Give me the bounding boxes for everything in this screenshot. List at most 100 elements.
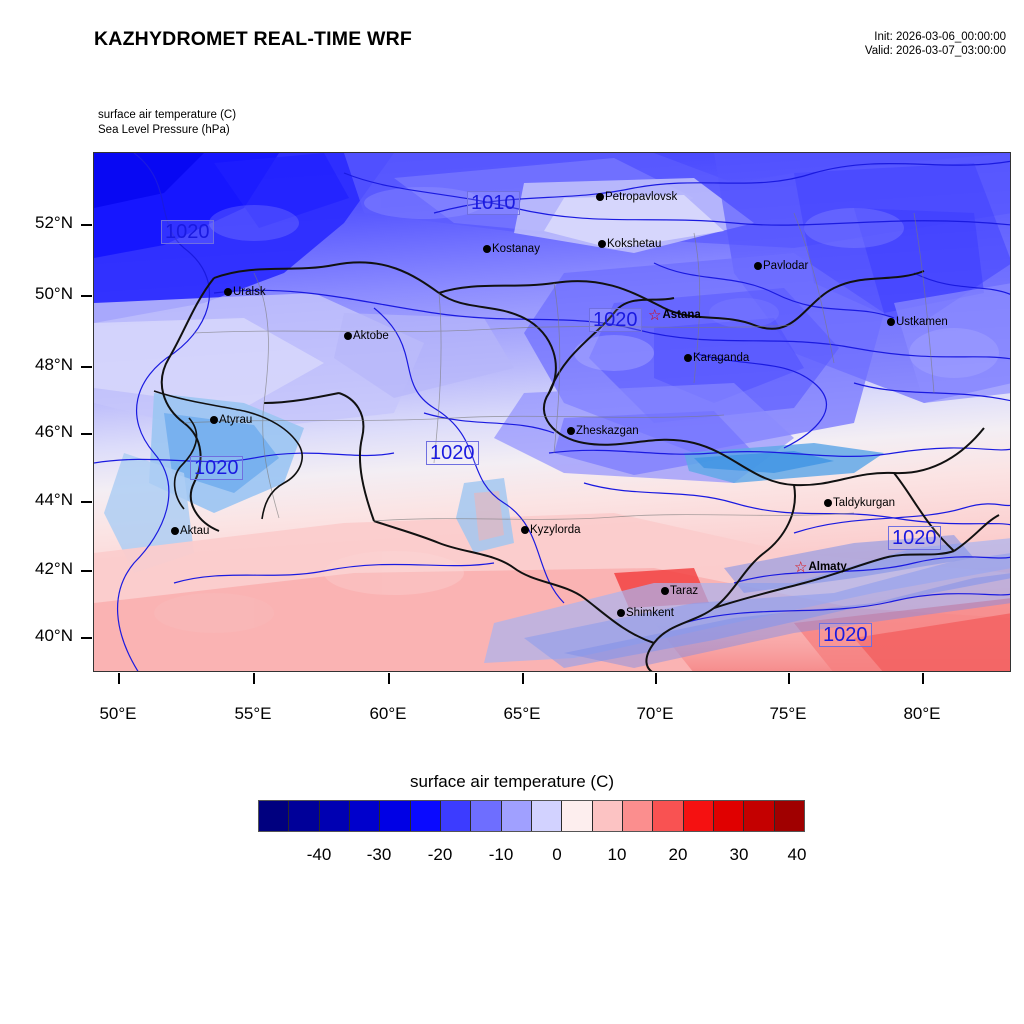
national-borders	[160, 261, 1000, 671]
colorbar-band-13	[653, 801, 684, 831]
lat-tick-label: 50°N	[35, 284, 73, 303]
colorbar-band-3	[349, 801, 381, 831]
city-dot-icon	[521, 526, 529, 534]
city-marker-capital: ☆ Almaty	[794, 558, 847, 576]
lon-tick-label: 50°E	[99, 704, 137, 723]
colorbar-band-2	[319, 801, 350, 831]
isobar-contours	[94, 153, 1010, 671]
lat-tick	[81, 501, 92, 503]
lon-tick-label: 60°E	[369, 704, 407, 723]
colorbar-band-15	[713, 801, 745, 831]
lon-tick-label: 55°E	[234, 704, 272, 723]
city-label: Kokshetau	[607, 238, 662, 250]
city-dot-icon	[824, 499, 832, 507]
field-caption: surface air temperature (C) Sea Level Pr…	[98, 108, 236, 138]
colorbar-tick-label: 0	[552, 845, 562, 864]
city-label: Aktobe	[353, 330, 389, 342]
city-label: Taraz	[670, 585, 699, 597]
lon-tick	[522, 673, 524, 684]
city-marker: Taraz	[661, 585, 698, 597]
colorbar-band-17	[774, 801, 804, 831]
city-dot-icon	[344, 332, 352, 340]
colorbar-tick-label: -10	[488, 845, 514, 864]
lat-tick	[81, 637, 92, 639]
city-marker: Kostanay	[483, 243, 540, 255]
city-dot-icon	[210, 416, 218, 424]
city-label: Almaty	[808, 561, 847, 573]
colorbar-band-8	[501, 801, 532, 831]
city-marker: Aktau	[171, 525, 209, 537]
lon-tick-label: 70°E	[636, 704, 674, 723]
city-label: Zheskazgan	[576, 425, 639, 437]
lat-tick-label: 52°N	[35, 213, 73, 232]
capital-star-icon: ☆	[648, 306, 662, 324]
city-marker: Petropavlovsk	[596, 191, 677, 203]
colorbar[interactable]	[258, 800, 805, 832]
lat-tick	[81, 295, 92, 297]
colorbar-band-12	[622, 801, 654, 831]
city-label: Aktau	[180, 525, 210, 537]
city-marker: Karaganda	[684, 352, 749, 364]
map-canvas	[94, 153, 1010, 671]
city-dot-icon	[887, 318, 895, 326]
lon-tick-label: 75°E	[769, 704, 807, 723]
city-marker: Shimkent	[617, 607, 674, 619]
lat-tick-label: 42°N	[35, 559, 73, 578]
field-caption-pressure: Sea Level Pressure (hPa)	[98, 124, 230, 136]
colorbar-tick-label: -30	[366, 845, 392, 864]
city-label: Shimkent	[626, 607, 674, 619]
city-label: Taldykurgan	[833, 497, 896, 509]
model-run-info: Init: 2026-03-06_00:00:00 Valid: 2026-03…	[865, 30, 1006, 58]
isobar-label: 1010	[467, 191, 520, 215]
city-marker: Ustkamen	[887, 316, 948, 328]
city-label: Uralsk	[233, 286, 266, 298]
isobar-label: 1020	[888, 526, 941, 550]
lat-tick-label: 48°N	[35, 355, 73, 374]
colorbar-band-11	[592, 801, 623, 831]
coastline	[153, 390, 303, 520]
city-marker: Uralsk	[224, 286, 266, 298]
colorbar-tick-label: -40	[306, 845, 332, 864]
city-label: Ustkamen	[896, 316, 948, 328]
city-dot-icon	[684, 354, 692, 362]
city-marker: Zheskazgan	[567, 425, 639, 437]
city-dot-icon	[617, 609, 625, 617]
colorbar-band-4	[380, 801, 411, 831]
page-title: KAZHYDROMET REAL-TIME WRF	[94, 28, 413, 50]
lon-tick-label: 65°E	[503, 704, 541, 723]
city-marker: Kyzylorda	[521, 524, 581, 536]
weather-map[interactable]: Petropavlovsk Kostanay Kokshetau Pavloda…	[93, 152, 1011, 672]
city-label: Kostanay	[492, 243, 540, 255]
lat-tick-label: 44°N	[35, 490, 73, 509]
city-marker: Atyrau	[210, 414, 252, 426]
city-dot-icon	[171, 527, 179, 535]
lat-tick-label: 40°N	[35, 626, 73, 645]
lon-tick	[118, 673, 120, 684]
colorbar-band-10	[562, 801, 593, 831]
city-dot-icon	[598, 240, 606, 248]
city-label: Astana	[662, 309, 701, 321]
city-dot-icon	[661, 587, 669, 595]
colorbar-band-9	[531, 801, 563, 831]
colorbar-band-7	[471, 801, 502, 831]
colorbar-tick-label: 10	[607, 845, 627, 864]
lon-tick	[922, 673, 924, 684]
city-label: Pavlodar	[763, 260, 809, 272]
lon-tick	[788, 673, 790, 684]
field-caption-temperature: surface air temperature (C)	[98, 109, 237, 121]
colorbar-tick-label: 30	[729, 845, 749, 864]
colorbar-band-14	[683, 801, 714, 831]
city-label: Atyrau	[219, 414, 253, 426]
city-dot-icon	[567, 427, 575, 435]
colorbar-band-16	[744, 801, 775, 831]
colorbar-tick-label: -20	[427, 845, 453, 864]
colorbar-tick-label: 20	[668, 845, 688, 864]
init-time-label: Init: 2026-03-06_00:00:00	[874, 31, 1006, 43]
capital-star-icon: ☆	[794, 558, 808, 576]
city-marker: Kokshetau	[598, 238, 661, 250]
isobar-label: 1020	[589, 308, 642, 332]
isobar-label: 1020	[161, 220, 214, 244]
colorbar-tick-label: 40	[787, 845, 807, 864]
internal-borders	[183, 212, 935, 522]
isobar-label: 1020	[819, 623, 872, 647]
